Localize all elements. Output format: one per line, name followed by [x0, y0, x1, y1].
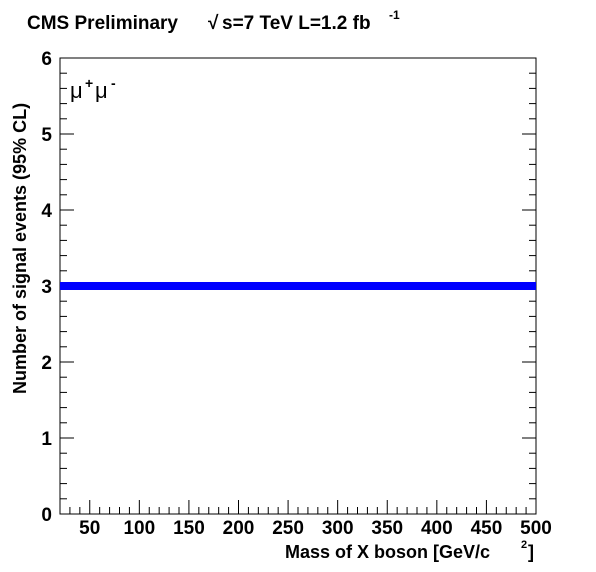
y-tick-label: 1 [41, 429, 52, 450]
channel-label-plus: + [85, 75, 93, 91]
x-axis-title-close: ] [528, 542, 534, 562]
y-axis-tick-labels: 0 1 2 3 4 5 6 [41, 49, 52, 526]
y-tick-label: 3 [41, 277, 52, 298]
x-axis-title-main: Mass of X boson [GeV/c [285, 542, 490, 562]
chart-title-experiment: CMS Preliminary [27, 13, 178, 34]
x-tick-label: 500 [520, 518, 552, 539]
x-tick-label: 300 [322, 518, 354, 539]
y-tick-label: 2 [41, 353, 52, 374]
x-tick-label: 450 [471, 518, 503, 539]
x-tick-label: 200 [223, 518, 255, 539]
channel-label-mu2: μ [95, 78, 108, 103]
y-axis-ticks [60, 57, 536, 515]
channel-label-minus: - [111, 75, 116, 91]
channel-label-mu1: μ [70, 78, 83, 103]
chart-title-energy-lumi: s=7 TeV L=1.2 fb [222, 13, 371, 34]
y-tick-label: 5 [41, 125, 52, 146]
y-tick-label: 4 [41, 201, 52, 222]
y-tick-label: 0 [41, 505, 52, 526]
x-tick-label: 100 [123, 518, 155, 539]
x-axis-ticks [59, 500, 537, 514]
x-tick-label: 50 [79, 518, 100, 539]
x-axis-tick-labels: 50 100 150 200 250 300 350 400 450 500 [79, 518, 552, 539]
y-axis-title: Number of signal events (95% CL) [10, 103, 30, 394]
x-tick-label: 350 [371, 518, 403, 539]
y-tick-label: 6 [41, 49, 52, 70]
x-axis-title-sup: 2 [521, 539, 527, 551]
x-tick-label: 250 [272, 518, 304, 539]
channel-label: μ + μ - [70, 75, 116, 103]
chart-title-lumi-exponent: -1 [389, 8, 400, 22]
x-tick-label: 400 [421, 518, 453, 539]
chart-title-sqrt-symbol: √ [208, 13, 219, 34]
x-axis-title: Mass of X boson [GeV/c 2 ] [285, 539, 534, 562]
x-tick-label: 150 [173, 518, 205, 539]
